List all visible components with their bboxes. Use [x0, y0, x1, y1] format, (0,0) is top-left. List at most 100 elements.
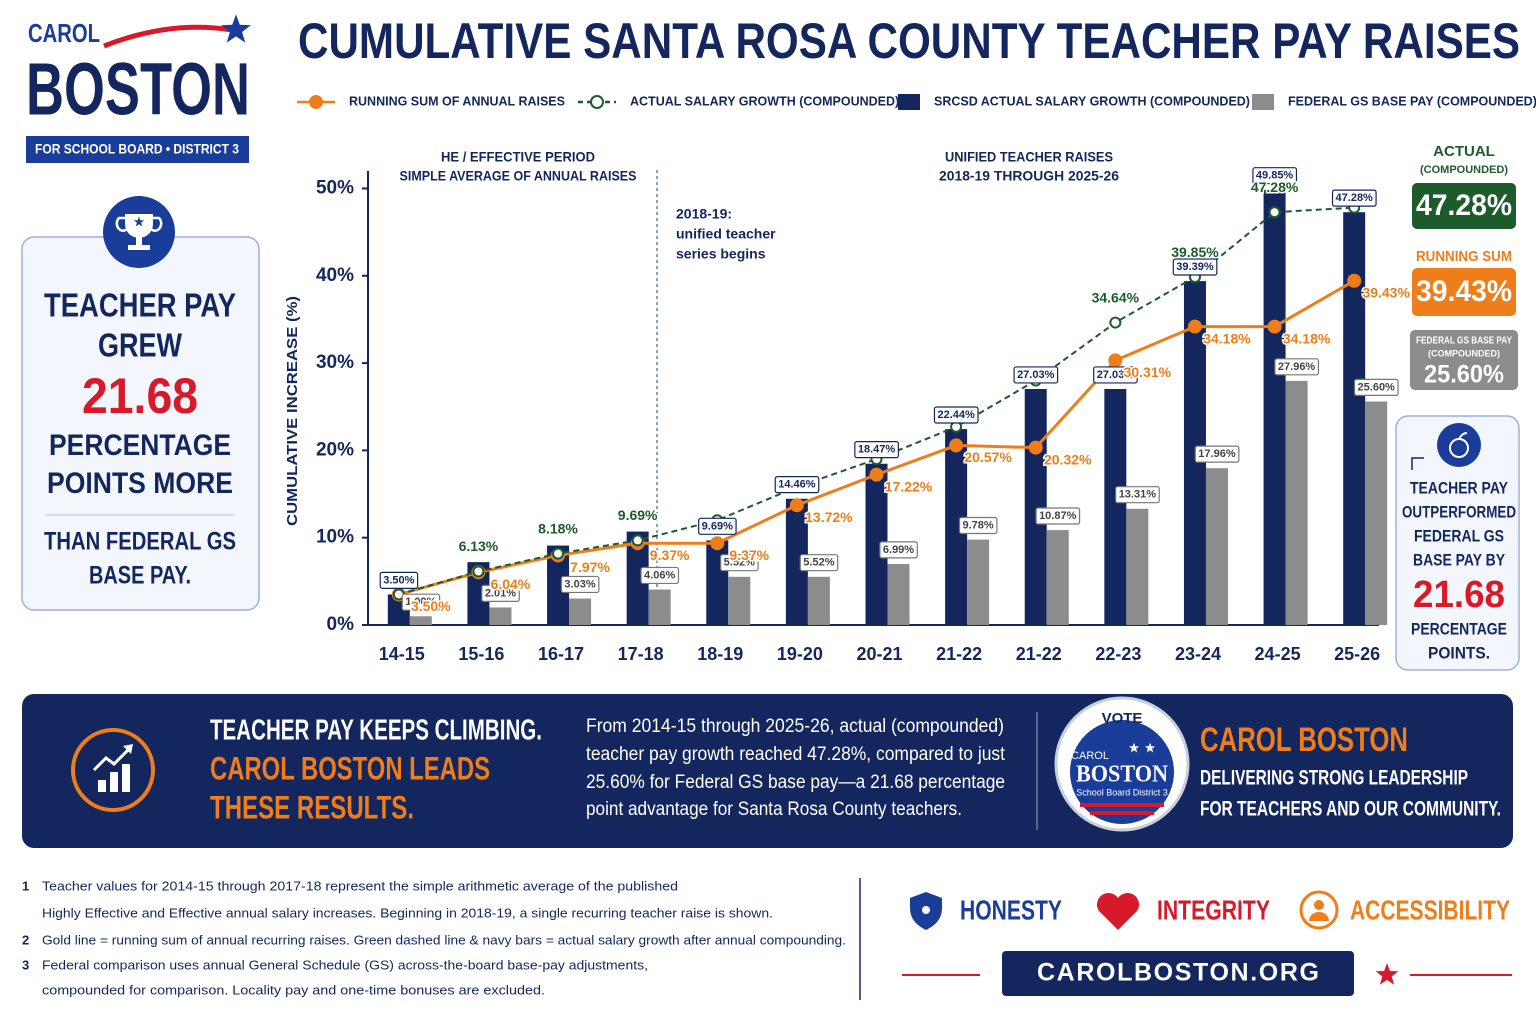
legend-label: FEDERAL GS BASE PAY (COMPOUNDED) — [1288, 94, 1536, 108]
legend-label: SRCSD ACTUAL SALARY GROWTH (COMPOUNDED) — [934, 94, 1250, 108]
person-head — [1314, 900, 1324, 910]
banner-highlight: CAROL BOSTON LEADS — [210, 750, 490, 786]
x-tick-label: 15-16 — [458, 644, 504, 664]
x-tick-label: 25-26 — [1334, 644, 1380, 664]
logo-tagline-box — [26, 136, 249, 163]
x-tick-label: 21-22 — [936, 644, 982, 664]
period-label: UNIFIED TEACHER RAISES — [945, 149, 1113, 165]
value-label: 6.99% — [883, 544, 914, 556]
value-label-box — [854, 441, 899, 459]
value-label: 20.32% — [1044, 451, 1092, 467]
stat-subtitle: (COMPOUNDED) — [1420, 164, 1508, 176]
value-label: 9.37% — [650, 547, 690, 563]
line-point — [949, 438, 964, 453]
person-icon — [1299, 890, 1339, 930]
period-label: 2018-19 THROUGH 2025-26 — [939, 168, 1119, 184]
y-tick-label: 30% — [316, 352, 354, 373]
growth-badge — [71, 728, 155, 812]
bar — [1263, 189, 1286, 625]
value-label: 9.69% — [702, 520, 733, 532]
footnote-number: 2 — [22, 932, 29, 947]
value-label: 3.03% — [564, 578, 595, 590]
value-label: 47.28% — [1251, 179, 1299, 195]
value-label-box — [1252, 167, 1298, 185]
value-label: 49.85% — [1256, 170, 1294, 182]
badge-vote: VOTE — [1102, 710, 1143, 727]
value-accessibility: ACCESSIBILITY — [1350, 894, 1510, 925]
value-label-box — [560, 575, 600, 594]
period-label: HE / EFFECTIVE PERIOD — [441, 149, 595, 165]
stat-box — [1412, 268, 1516, 316]
badge-star — [1144, 742, 1156, 753]
card-text: TEACHER PAY — [44, 287, 236, 324]
badge-last: BOSTON — [1076, 762, 1169, 788]
growth-icon-arrow — [92, 746, 132, 772]
legend-label: RUNNING SUM OF ANNUAL RAISES — [349, 94, 565, 108]
stat-value: 39.43% — [1416, 275, 1512, 308]
value-label-box — [1172, 258, 1218, 276]
person-body — [1309, 912, 1329, 921]
value-label-group: 27.03% — [1093, 366, 1138, 384]
badge-star — [1128, 742, 1140, 753]
y-axis-label: CUMULATIVE INCREASE (%) — [284, 296, 301, 526]
value-label: 9.37% — [729, 547, 769, 563]
logo-last: BOSTON — [26, 48, 250, 131]
bar — [1104, 389, 1127, 625]
value-label-box — [1194, 445, 1240, 463]
footer-star — [1375, 963, 1399, 985]
banner-paragraph: teacher pay growth reached 47.28%, compa… — [586, 744, 1006, 765]
value-label-box — [379, 571, 419, 589]
card-figure: 21.68 — [1413, 574, 1505, 616]
value-honesty: HONESTY — [960, 894, 1062, 925]
value-label: 17.22% — [885, 478, 933, 494]
value-label: 6.04% — [491, 576, 531, 592]
value-label-group: 3.50% — [379, 571, 419, 589]
banner-headline: TEACHER PAY KEEPS CLIMBING. — [210, 715, 542, 747]
value-label-group: 6.99% — [879, 541, 918, 559]
bar — [785, 498, 808, 625]
stat-box — [1410, 330, 1518, 390]
x-tick-label: 18-19 — [697, 644, 743, 664]
banner-slogan: FOR TEACHERS AND OUR COMMUNITY. — [1200, 798, 1501, 821]
stat-subtitle: (COMPOUNDED) — [1428, 348, 1500, 358]
line-point — [552, 547, 565, 560]
banner-paragraph: point advantage for Santa Rosa County te… — [586, 799, 962, 820]
series-note: series begins — [676, 246, 766, 262]
line-point — [1267, 319, 1282, 334]
value-label: 27.03% — [1097, 369, 1135, 381]
value-label-box — [401, 593, 441, 611]
value-label: 39.43% — [1362, 284, 1410, 300]
line-point — [1347, 273, 1362, 288]
bar — [967, 539, 990, 625]
value-label-box — [1093, 366, 1138, 384]
card-text: POINTS. — [1428, 643, 1490, 662]
value-label-group: 4.06% — [640, 566, 680, 585]
stat-box — [1412, 183, 1516, 229]
value-label-box — [879, 541, 918, 559]
legend-marker — [590, 95, 604, 109]
bar — [1365, 401, 1388, 625]
y-tick-label: 0% — [327, 614, 355, 635]
banner-paragraph: From 2014-15 through 2025-26, actual (co… — [586, 716, 1004, 737]
card-text: FEDERAL GS — [1414, 526, 1504, 545]
card-text: POINTS MORE — [47, 467, 233, 500]
x-tick-label: 16-17 — [538, 644, 584, 664]
legend-marker — [309, 95, 323, 109]
value-label: 13.72% — [805, 509, 853, 525]
card-text: TEACHER PAY — [1410, 478, 1509, 497]
value-label: 34.18% — [1203, 330, 1251, 346]
value-label-group: 1.00% — [401, 593, 441, 611]
value-label: 2.01% — [485, 587, 516, 599]
footnote-text: compounded for comparison. Locality pay … — [42, 982, 545, 997]
legend-label: ACTUAL SALARY GROWTH (COMPOUNDED) — [630, 94, 899, 108]
line-point — [1187, 319, 1202, 334]
y-tick-label: 40% — [316, 265, 354, 286]
bar — [706, 540, 729, 625]
line-point — [1268, 206, 1281, 219]
value-integrity: INTEGRITY — [1157, 894, 1270, 925]
website: CAROLBOSTON.ORG — [1037, 959, 1319, 987]
value-label-box — [1274, 358, 1320, 376]
line-point — [710, 536, 725, 551]
